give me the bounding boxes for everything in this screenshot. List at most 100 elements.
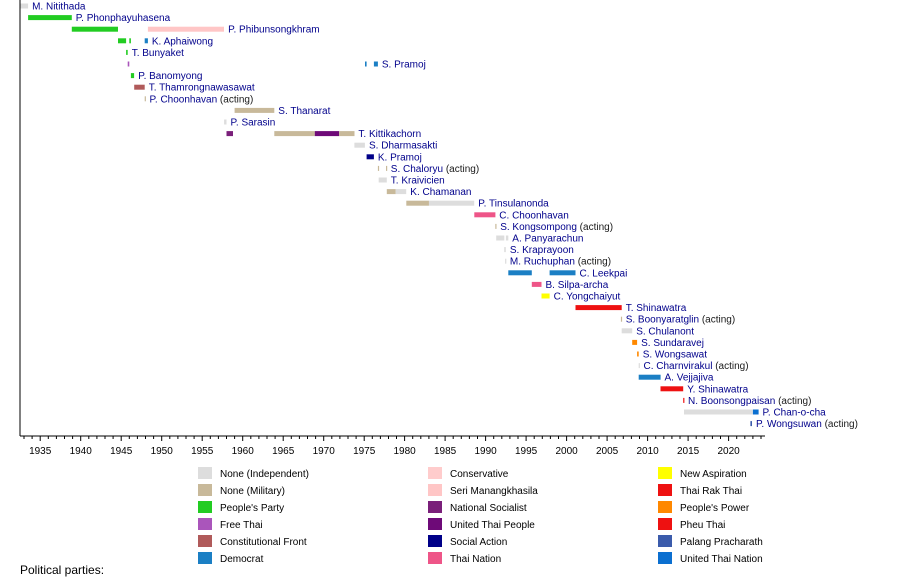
legend-swatch <box>428 552 442 564</box>
x-tick-label: 1985 <box>434 446 457 457</box>
term-bar <box>505 235 509 241</box>
legend-label: Social Action <box>450 537 507 548</box>
legend-swatch <box>198 501 212 513</box>
x-tick-label: 2020 <box>717 446 740 457</box>
pm-label: C. Leekpai <box>580 268 628 279</box>
pm-label: N. Boonsongpaisan (acting) <box>688 396 811 407</box>
term-bar <box>395 189 407 195</box>
x-tick-label: 1965 <box>272 446 295 457</box>
term-bar <box>20 3 29 9</box>
legend-swatch <box>198 467 212 479</box>
pm-label: P. Choonhavan (acting) <box>150 94 254 105</box>
x-tick-label: 1990 <box>474 446 497 457</box>
term-bar <box>575 305 622 311</box>
term-bar <box>378 177 387 183</box>
term-bar <box>683 397 685 403</box>
term-bar <box>274 131 315 137</box>
legend-swatch <box>658 467 672 479</box>
pm-label: P. Chan-o-cha <box>763 408 827 419</box>
pm-label: K. Aphaiwong <box>152 36 213 47</box>
term-bar <box>750 421 752 427</box>
term-bar <box>752 409 759 415</box>
legend-label: Free Thai <box>220 520 263 531</box>
pm-label: S. Thanarat <box>278 106 330 117</box>
term-bar <box>549 270 576 276</box>
pm-label: Y. Shinawatra <box>687 384 748 395</box>
term-bar <box>638 363 640 369</box>
term-bar <box>226 131 233 137</box>
x-tick-label: 1960 <box>232 446 255 457</box>
legend-label: Thai Rak Thai <box>680 486 742 497</box>
pm-label: S. Dharmasakti <box>369 141 437 152</box>
x-tick-label: 2010 <box>636 446 659 457</box>
term-bar <box>428 200 475 206</box>
term-bar <box>474 212 496 218</box>
x-tick-label: 1945 <box>110 446 133 457</box>
term-bar <box>130 73 135 79</box>
term-bar <box>621 328 633 334</box>
pm-label: P. Banomyong <box>138 71 202 82</box>
legend-label: Palang Pracharath <box>680 537 763 548</box>
pm-label: P. Phibunsongkhram <box>228 25 320 36</box>
x-tick-label: 1995 <box>515 446 538 457</box>
legend-swatch <box>658 552 672 564</box>
pm-label: S. Chulanont <box>636 326 694 337</box>
legend-label: New Aspiration <box>680 469 747 480</box>
legend-swatch <box>428 501 442 513</box>
legend-swatch <box>658 535 672 547</box>
legend-swatch <box>428 518 442 530</box>
term-bar <box>504 247 506 253</box>
x-tick-label: 1935 <box>29 446 52 457</box>
legend-swatch <box>658 484 672 496</box>
legend: None (Independent) None (Military) People'… <box>198 467 763 565</box>
term-bar <box>134 84 145 90</box>
pm-label: A. Vejjajiva <box>665 373 714 384</box>
term-bar <box>126 49 128 55</box>
legend-swatch <box>198 535 212 547</box>
legend-swatch <box>428 535 442 547</box>
term-bar <box>127 61 130 67</box>
term-bar <box>406 200 429 206</box>
legend-swatch <box>198 552 212 564</box>
legend-title: Political parties: <box>20 563 104 577</box>
legend-swatch <box>658 518 672 530</box>
pm-label: T. Kittikachorn <box>358 129 421 140</box>
term-bar <box>144 96 146 102</box>
pm-label: S. Kraprayoon <box>510 245 574 256</box>
x-tick-label: 1975 <box>353 446 376 457</box>
pm-label: K. Pramoj <box>378 152 422 163</box>
term-bar <box>508 270 532 276</box>
pm-label: S. Chaloryu (acting) <box>391 164 479 175</box>
legend-swatch <box>428 484 442 496</box>
pm-label: T. Shinawatra <box>626 303 687 314</box>
legend-label: None (Military) <box>220 486 285 497</box>
x-tick-label: 2000 <box>555 446 578 457</box>
pm-label: C. Charnvirakul (acting) <box>644 361 749 372</box>
pm-label: K. Chamanan <box>410 187 471 198</box>
pm-label: P. Wongsuwan (acting) <box>756 419 858 430</box>
term-bar <box>129 38 131 44</box>
term-bar <box>365 61 367 67</box>
legend-label: Democrat <box>220 554 264 565</box>
x-tick-label: 1950 <box>151 446 174 457</box>
term-bar <box>541 293 550 299</box>
term-bar <box>366 154 374 160</box>
term-bar <box>637 351 639 357</box>
bars-layer <box>20 3 759 427</box>
term-bar <box>314 131 340 137</box>
x-tick-label: 2015 <box>677 446 700 457</box>
pm-label: B. Silpa-archa <box>546 280 609 291</box>
pm-label: S. Wongsawat <box>643 350 708 361</box>
x-tick-label: 1970 <box>313 446 336 457</box>
pm-label: C. Yongchaiyut <box>554 292 621 303</box>
pm-label: M. Nitithada <box>32 2 86 13</box>
term-bar <box>620 316 623 322</box>
pm-label: T. Thamrongnawasawat <box>149 83 255 94</box>
pm-label: S. Kongsompong (acting) <box>500 222 613 233</box>
x-tick-label: 1955 <box>191 446 214 457</box>
term-bar <box>496 235 505 241</box>
term-bar <box>505 258 507 264</box>
term-bar <box>118 38 127 44</box>
